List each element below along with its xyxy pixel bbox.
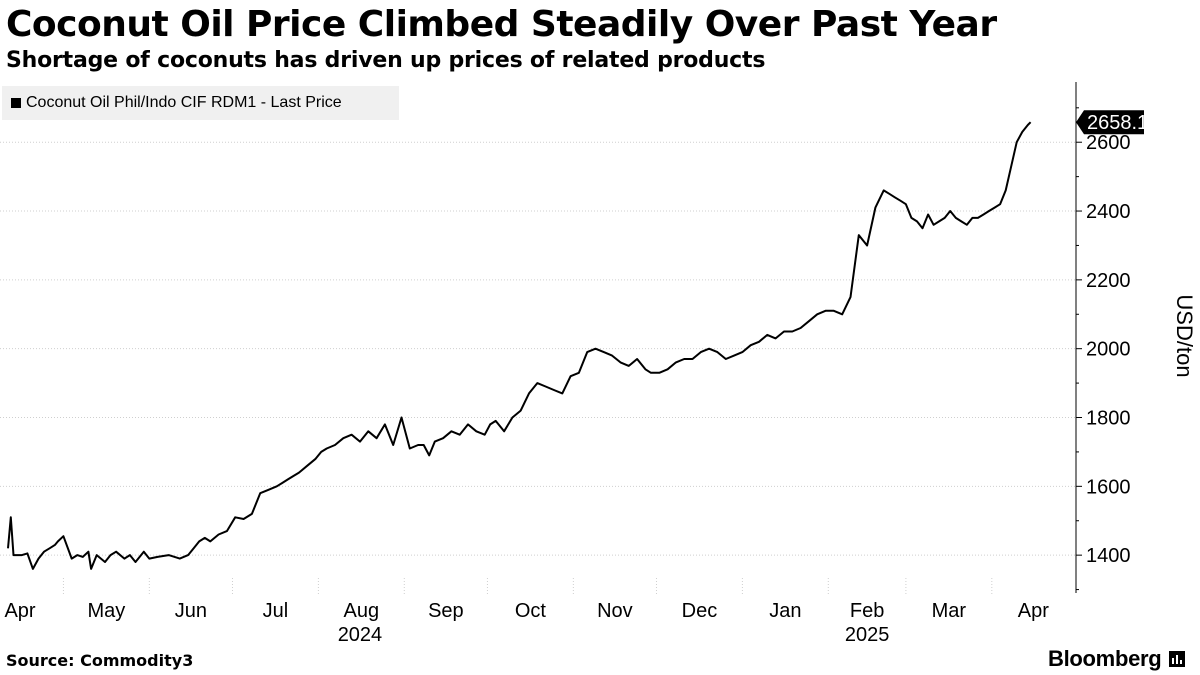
- y-axis: 1400 1600 1800 2000 2200 2400 2600: [1075, 82, 1131, 593]
- y-tick-label: 2200: [1086, 270, 1131, 292]
- x-tick-label: Oct: [515, 600, 547, 622]
- x-tick-label: Feb: [850, 600, 884, 622]
- x-tick-label: Apr: [1018, 600, 1049, 622]
- year-label: 2025: [845, 624, 890, 646]
- y-tick-label: 1600: [1086, 476, 1131, 498]
- source-note: Source: Commodity3: [6, 651, 194, 670]
- x-tick-label: Sep: [428, 600, 464, 622]
- x-tick-label: Apr: [4, 600, 35, 622]
- year-label: 2024: [338, 624, 383, 646]
- x-tick-label: Jan: [769, 600, 801, 622]
- x-tick-label: Aug: [344, 600, 380, 622]
- y-tick-label: 2400: [1086, 201, 1131, 223]
- legend-swatch-icon: [11, 98, 21, 108]
- legend-label: Coconut Oil Phil/Indo CIF RDM1 - Last Pr…: [26, 94, 342, 111]
- brand-logo: Bloomberg: [1048, 646, 1186, 672]
- brand-name: Bloomberg: [1048, 646, 1162, 671]
- x-tick-label: Nov: [597, 600, 633, 622]
- series-line: [7, 121, 1032, 570]
- terminal-icon: [1169, 651, 1186, 667]
- legend: Coconut Oil Phil/Indo CIF RDM1 - Last Pr…: [2, 86, 399, 120]
- series-group: [7, 121, 1032, 570]
- y-tick-label: 2000: [1086, 339, 1131, 361]
- y-tick-label: 1800: [1086, 408, 1131, 430]
- x-axis: Apr May Jun Jul Aug Sep Oct Nov Dec Jan Feb Mar Apr 2…: [4, 578, 1049, 646]
- y-axis-label: USD/ton: [1172, 294, 1197, 377]
- chart-title: Coconut Oil Price Climbed Steadily Over …: [6, 4, 997, 45]
- last-value-label: 2658.12: [1087, 112, 1159, 134]
- y-tick-label: 2600: [1086, 132, 1131, 154]
- x-tick-label: Dec: [682, 600, 718, 622]
- x-tick-label: Mar: [932, 600, 967, 622]
- last-value-badge: [1076, 110, 1144, 135]
- last-value-group: 2658.12: [1076, 110, 1159, 135]
- chart-subtitle: Shortage of coconuts has driven up price…: [6, 48, 766, 73]
- x-tick-label: May: [87, 600, 125, 622]
- gridlines: [0, 141, 1076, 556]
- y-tick-label: 1400: [1086, 545, 1131, 567]
- x-tick-label: Jun: [175, 600, 207, 622]
- x-tick-label: Jul: [263, 600, 289, 622]
